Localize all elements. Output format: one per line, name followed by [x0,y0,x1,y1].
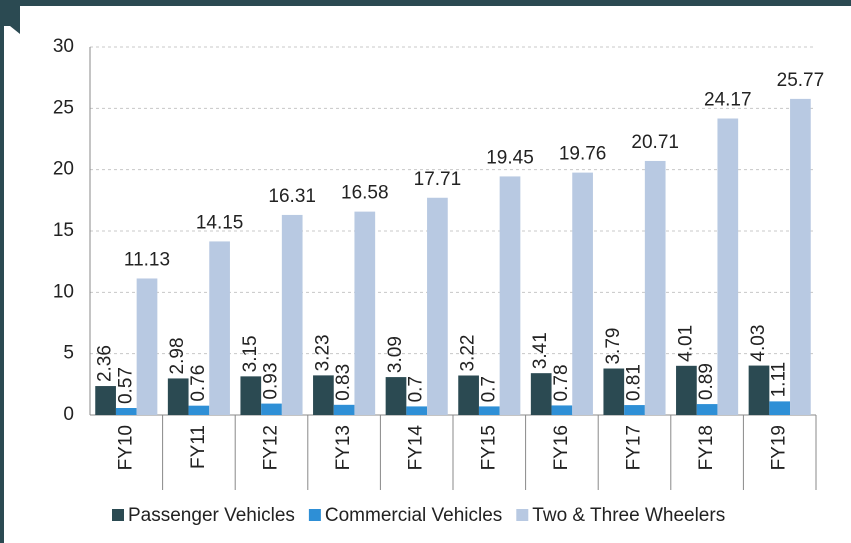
y-tick-label: 10 [53,281,74,302]
data-label: 0.89 [696,363,717,400]
bar [478,406,500,415]
data-label: 3.22 [458,335,479,372]
bar [354,211,376,415]
data-label: 3.09 [385,336,406,373]
y-tick-label: 20 [53,159,74,180]
x-tick-label: FY11 [188,425,209,469]
bar [136,278,158,415]
bar [427,197,448,415]
legend-swatch [112,509,124,521]
bar [188,405,210,415]
y-tick-label: 15 [53,220,74,241]
data-label: 16.58 [341,183,389,204]
y-tick-label: 30 [53,36,74,57]
bar [603,368,625,415]
x-tick-label: FY14 [406,425,427,471]
data-label: 19.76 [559,144,607,165]
data-label: 14.15 [196,212,244,233]
bar [676,365,697,415]
bar [281,214,303,415]
y-tick-label: 0 [63,404,74,425]
bar [696,404,718,415]
bar [572,172,593,415]
data-label: 4.01 [675,325,696,362]
x-tick-label: FY15 [478,425,499,470]
bar [261,403,282,415]
data-label: 3.79 [603,328,624,365]
y-tick-label: 25 [53,97,74,118]
data-label: 3.41 [530,332,551,369]
bar [313,375,334,415]
bar [167,378,189,415]
legend-label: Two & Three Wheelers [532,505,725,526]
x-tick-label: FY19 [769,425,790,470]
data-label: 0.83 [333,364,354,401]
bar [790,98,811,415]
data-label: 0.7 [478,376,499,402]
x-tick-label: FY13 [333,425,354,470]
bar [458,375,479,415]
data-label: 0.78 [551,364,572,401]
data-label: 25.77 [777,70,825,91]
data-label: 19.45 [486,147,534,168]
data-label: 4.03 [748,325,769,362]
data-label: 2.36 [95,345,116,382]
bar [551,405,573,415]
x-tick-label: FY10 [115,425,136,470]
data-label: 0.76 [188,365,209,402]
data-label: 16.31 [268,186,316,207]
legend-label: Commercial Vehicles [325,505,502,526]
x-tick-label: FY12 [261,425,282,470]
frame-left [0,0,4,543]
bar [385,377,407,415]
y-tick-label: 5 [63,343,74,364]
data-label: 3.15 [240,335,261,372]
bar [95,386,116,415]
bar [499,176,521,415]
data-label: 17.71 [414,169,462,190]
bar [717,118,739,416]
data-label: 0.81 [624,364,645,401]
bar [115,408,137,415]
bar [209,241,230,415]
bar [240,376,262,415]
legend-swatch [308,509,321,521]
data-label: 11.13 [124,249,170,270]
bar [644,160,666,415]
bar [748,365,770,415]
data-label: 0.93 [261,363,282,400]
bar [530,373,552,415]
frame-corner [0,0,20,34]
bar [333,404,355,415]
data-label: 1.11 [769,362,790,398]
legend-label: Passenger Vehicles [128,505,295,526]
x-tick-label: FY16 [551,425,572,470]
bar [624,405,645,415]
legend-swatch [516,509,529,521]
bar [769,401,791,415]
x-tick-label: FY18 [696,425,717,470]
data-label: 2.98 [167,337,188,374]
data-label: 0.57 [115,367,136,404]
data-label: 20.71 [631,132,679,153]
bar [406,406,428,415]
x-tick-label: FY17 [624,425,645,470]
frame-top [0,0,851,6]
data-label: 3.23 [312,334,333,371]
data-label: 24.17 [704,90,752,111]
data-label: 0.7 [406,376,427,402]
